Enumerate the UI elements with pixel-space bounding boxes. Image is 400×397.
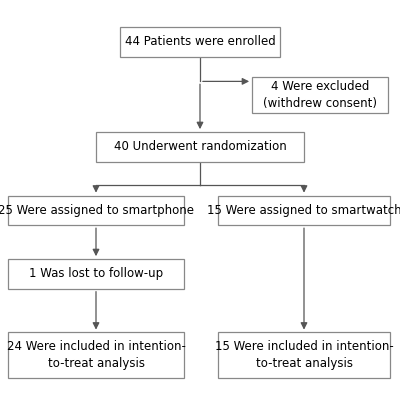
FancyBboxPatch shape: [218, 196, 390, 225]
FancyBboxPatch shape: [120, 27, 280, 56]
Text: 40 Underwent randomization: 40 Underwent randomization: [114, 141, 286, 153]
Text: 4 Were excluded
(withdrew consent): 4 Were excluded (withdrew consent): [263, 80, 377, 110]
Text: 15 Were assigned to smartwatch: 15 Were assigned to smartwatch: [207, 204, 400, 217]
FancyBboxPatch shape: [8, 196, 184, 225]
Text: 44 Patients were enrolled: 44 Patients were enrolled: [125, 35, 275, 48]
Text: 15 Were included in intention-
to-treat analysis: 15 Were included in intention- to-treat …: [215, 340, 393, 370]
FancyBboxPatch shape: [8, 259, 184, 289]
Text: 25 Were assigned to smartphone: 25 Were assigned to smartphone: [0, 204, 194, 217]
FancyBboxPatch shape: [252, 77, 388, 113]
FancyBboxPatch shape: [8, 333, 184, 378]
Text: 24 Were included in intention-
to-treat analysis: 24 Were included in intention- to-treat …: [6, 340, 186, 370]
FancyBboxPatch shape: [96, 132, 304, 162]
Text: 1 Was lost to follow-up: 1 Was lost to follow-up: [29, 268, 163, 280]
FancyBboxPatch shape: [218, 333, 390, 378]
